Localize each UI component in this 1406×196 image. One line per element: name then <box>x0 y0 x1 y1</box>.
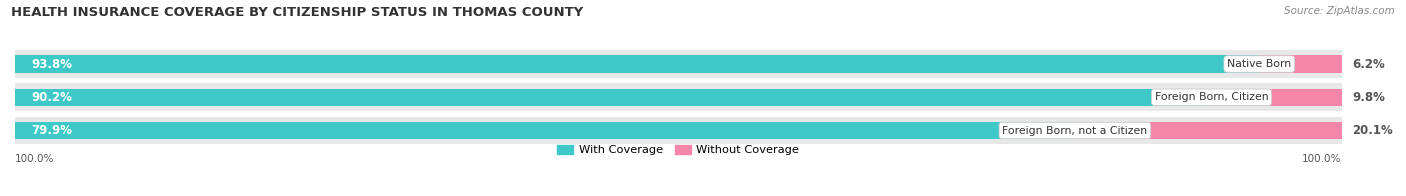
Text: 93.8%: 93.8% <box>31 58 72 71</box>
Text: 79.9%: 79.9% <box>31 124 72 137</box>
Text: Foreign Born, Citizen: Foreign Born, Citizen <box>1154 92 1268 102</box>
Text: 100.0%: 100.0% <box>15 154 55 164</box>
Text: HEALTH INSURANCE COVERAGE BY CITIZENSHIP STATUS IN THOMAS COUNTY: HEALTH INSURANCE COVERAGE BY CITIZENSHIP… <box>11 6 583 19</box>
Bar <box>15 117 1341 144</box>
Legend: With Coverage, Without Coverage: With Coverage, Without Coverage <box>557 145 799 155</box>
Bar <box>15 83 1341 111</box>
Bar <box>15 55 1260 73</box>
Bar <box>15 122 1076 139</box>
Text: 90.2%: 90.2% <box>31 91 72 104</box>
Text: 20.1%: 20.1% <box>1353 124 1393 137</box>
Bar <box>15 89 1212 106</box>
Bar <box>1260 55 1341 73</box>
Text: 9.8%: 9.8% <box>1353 91 1385 104</box>
Text: 6.2%: 6.2% <box>1353 58 1385 71</box>
Text: 100.0%: 100.0% <box>1302 154 1341 164</box>
Bar <box>15 50 1341 78</box>
Bar <box>1212 89 1341 106</box>
Text: Source: ZipAtlas.com: Source: ZipAtlas.com <box>1284 6 1395 16</box>
Text: Foreign Born, not a Citizen: Foreign Born, not a Citizen <box>1002 125 1147 135</box>
Text: Native Born: Native Born <box>1227 59 1291 69</box>
Bar <box>1076 122 1341 139</box>
